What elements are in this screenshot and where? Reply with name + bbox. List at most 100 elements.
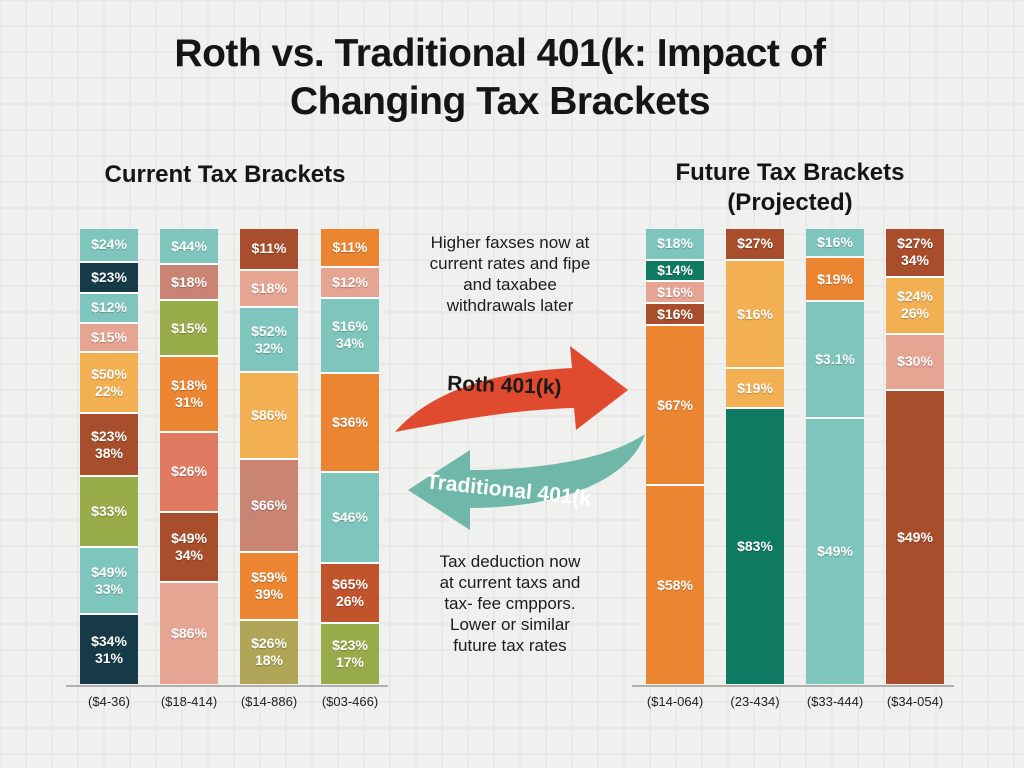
- current-x-tick-label: ($4-36): [88, 694, 130, 709]
- current-bar-segment: $52% 32%: [240, 308, 298, 374]
- roth-annotation-line: current rates and fipe: [429, 254, 591, 273]
- segment-label: 33%: [94, 580, 124, 597]
- chart-title-line-1: Roth vs. Traditional 401(k: Impact of: [174, 32, 826, 75]
- future-bar-segment: $19%: [726, 369, 784, 410]
- segment-label: $49%: [171, 530, 207, 546]
- future-bar-1: $18% $14% $16% $16% $67% $58%: [646, 229, 704, 684]
- segment-label: $11%: [332, 239, 368, 256]
- future-bar-segment: $49%: [886, 391, 944, 684]
- future-x-tick-label: (23-434): [730, 694, 780, 709]
- future-bar-segment: $27% 34%: [886, 229, 944, 278]
- segment-label: $16%: [817, 234, 853, 251]
- segment-label: $49%: [817, 543, 853, 560]
- current-x-tick-label: ($03-466): [321, 694, 379, 709]
- segment-label: $23%: [91, 427, 127, 444]
- segment-label: $46%: [332, 509, 368, 525]
- segment-label: $19%: [737, 379, 773, 396]
- segment-label: $67%: [657, 396, 693, 413]
- segment-label: 31%: [94, 649, 124, 666]
- future-bar-segment: $14%: [646, 260, 704, 283]
- future-bar-3: $16% $19% $3.1% $49%: [806, 229, 864, 684]
- traditional-annotation-line: at current taxs and: [439, 573, 581, 592]
- segment-label: $24%: [897, 288, 933, 305]
- segment-label: 32%: [254, 339, 284, 356]
- segment-label: $49%: [897, 529, 933, 546]
- future-brackets-title-line-2: (Projected): [727, 189, 853, 216]
- segment-label: $34%: [91, 632, 127, 649]
- segment-label: $16%: [332, 318, 368, 335]
- future-brackets-title: Future Tax Brackets (Projected): [640, 158, 940, 218]
- future-bar-segment: $18%: [646, 229, 704, 261]
- segment-label: $19%: [817, 270, 853, 287]
- segment-label: 38%: [94, 444, 124, 461]
- segment-label: 18%: [254, 652, 284, 669]
- future-bar-segment: $83%: [726, 409, 784, 684]
- segment-label: $15%: [171, 319, 207, 336]
- current-bar-segment: $44%: [160, 229, 218, 266]
- future-brackets-title-line-1: Future Tax Brackets: [675, 159, 905, 186]
- current-bar-segment: $15%: [160, 301, 218, 357]
- segment-label: 39%: [254, 586, 284, 603]
- future-bar-segment: $49%: [806, 419, 864, 684]
- segment-label: $30%: [897, 353, 933, 370]
- current-bar-segment: $50% 22%: [80, 353, 138, 415]
- segment-label: 34%: [335, 335, 365, 352]
- segment-label: 22%: [94, 382, 124, 399]
- chart-title: Roth vs. Traditional 401(k: Impact of Ch…: [0, 30, 1000, 126]
- current-bar-2: $44% $18% $15% $18% 31% $26% $49% 34% $86%: [160, 229, 218, 684]
- future-bar-segment: $3.1%: [806, 301, 864, 420]
- segment-label: $33%: [91, 503, 127, 520]
- segment-label: 31%: [174, 393, 204, 410]
- current-bar-segment: $86%: [240, 373, 298, 461]
- current-bar-segment: $59% 39%: [240, 553, 298, 621]
- segment-label: $83%: [737, 538, 773, 555]
- chart-title-line-2: Changing Tax Brackets: [289, 80, 711, 123]
- segment-label: $11%: [251, 240, 287, 257]
- future-bar-segment: $30%: [886, 334, 944, 392]
- segment-label: $49%: [91, 563, 127, 580]
- traditional-annotation-line: Tax deduction now: [439, 552, 581, 571]
- segment-label: $27%: [897, 235, 933, 252]
- segment-label: $86%: [171, 625, 207, 642]
- segment-label: $26%: [171, 463, 207, 480]
- current-bar-segment: $18% 31%: [160, 356, 218, 433]
- current-bar-segment: $24%: [80, 229, 138, 263]
- segment-label: $27%: [737, 235, 773, 252]
- current-bar-segment: $33%: [80, 477, 138, 549]
- current-bar-segment: $26% 18%: [240, 620, 298, 684]
- segment-label: $12%: [91, 299, 127, 316]
- segment-label: $18%: [171, 273, 207, 290]
- segment-label: $16%: [657, 283, 693, 300]
- traditional-annotation-line: Lower or similar: [450, 615, 570, 634]
- roth-annotation-line: and taxabee: [463, 275, 557, 294]
- current-bar-segment: $12%: [321, 268, 379, 300]
- segment-label: $52%: [251, 322, 287, 339]
- current-brackets-title: Current Tax Brackets: [104, 161, 346, 188]
- roth-annotation-line: Higher faxses now at: [430, 233, 590, 252]
- future-bar-segment: $16%: [646, 282, 704, 305]
- current-bar-segment: $18%: [160, 265, 218, 302]
- current-bar-segment: $66%: [240, 460, 298, 554]
- traditional-annotation-line: tax- fee cmppors.: [444, 594, 576, 613]
- current-bar-segment: $18%: [240, 270, 298, 309]
- current-bar-segment: $49% 34%: [160, 512, 218, 584]
- segment-label: $65%: [332, 576, 368, 592]
- segment-label: $59%: [251, 569, 287, 586]
- segment-label: 17%: [335, 654, 365, 670]
- segment-label: 34%: [900, 252, 930, 269]
- current-bar-segment: $12%: [80, 294, 138, 324]
- current-bar-segment: $46%: [321, 473, 379, 565]
- segment-label: $18%: [657, 235, 693, 252]
- future-bar-segment: $16%: [646, 304, 704, 327]
- future-bar-segment: $58%: [646, 486, 704, 684]
- traditional-annotation: Tax deduction now at current taxs and tax-…: [395, 551, 625, 656]
- traditional-annotation-line: future tax rates: [453, 636, 567, 655]
- segment-label: $16%: [657, 305, 693, 322]
- future-x-tick-label: ($33-444): [806, 694, 864, 709]
- segment-label: $26%: [251, 635, 287, 652]
- segment-label: $36%: [332, 413, 368, 430]
- segment-label: $66%: [251, 497, 287, 514]
- future-bar-segment: $27%: [726, 229, 784, 261]
- segment-label: 26%: [900, 305, 930, 322]
- segment-label: 26%: [335, 593, 365, 609]
